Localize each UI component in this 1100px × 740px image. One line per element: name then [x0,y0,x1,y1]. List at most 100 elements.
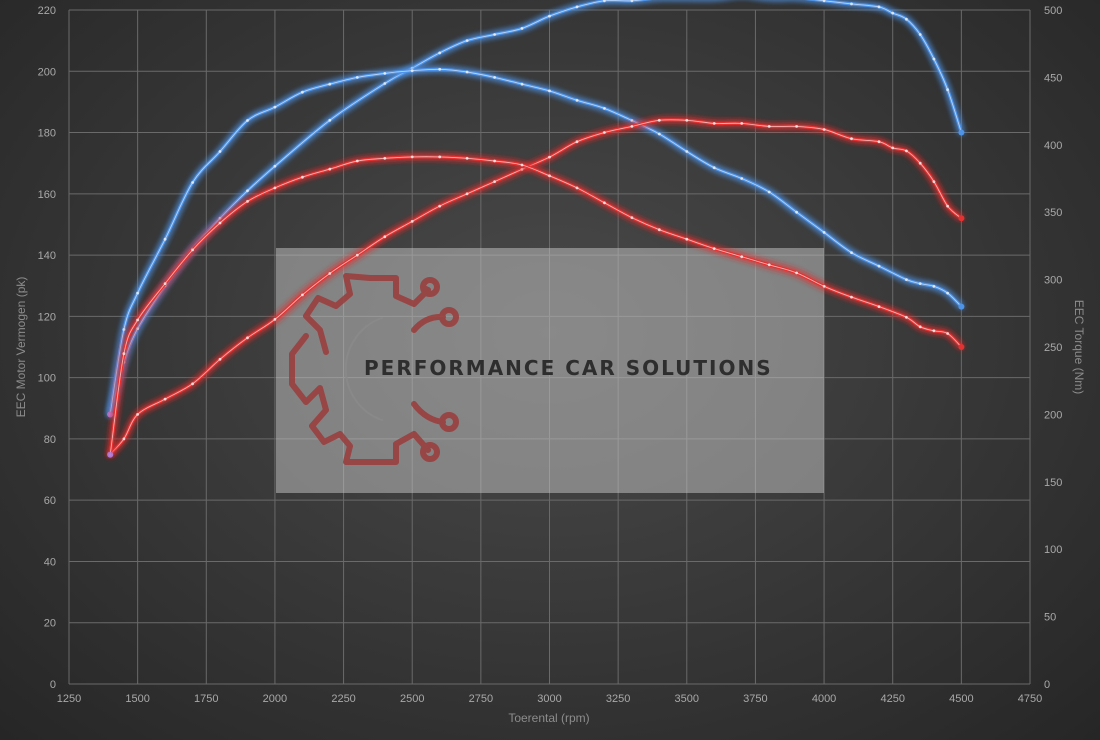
data-point [767,190,771,194]
data-point [685,118,689,122]
data-point [850,295,853,299]
watermark-text: PERFORMANCE CAR SOLUTIONS [364,356,773,380]
y-left-tick-label: 220 [38,5,56,17]
data-point [328,167,332,171]
data-point [657,118,661,122]
data-point [191,181,195,184]
x-tick-label: 3250 [606,693,630,705]
y-right-tick-label: 50 [1044,612,1056,624]
data-point [877,264,881,268]
series-end-point [958,129,965,136]
y-right-tick-label: 250 [1044,342,1062,354]
data-point [918,33,922,36]
y-right-axis-ticks: 0 50 100 150 200 250 300 350 400 450 500 [1044,5,1062,691]
data-point [822,284,826,288]
data-point [657,228,661,232]
watermark-logo: PERFORMANCE CAR SOLUTIONS [276,248,824,493]
data-point [465,39,469,42]
data-point [877,140,881,144]
y-left-tick-label: 160 [38,189,56,201]
series-2 [107,118,965,458]
data-point [575,140,579,144]
data-point [850,251,853,255]
y-right-axis-title: EEC Torque (Nm) [1072,300,1086,394]
data-point [383,82,387,85]
y-left-tick-label: 200 [38,66,56,78]
data-point [465,156,469,160]
data-point [246,119,249,122]
x-tick-label: 1750 [194,693,218,705]
data-point [795,271,798,275]
data-point [877,305,881,308]
series-0 [107,0,965,418]
x-tick-label: 1250 [57,693,81,705]
data-point [822,128,826,131]
data-point [328,272,332,275]
x-tick-label: 3500 [675,693,699,705]
data-point [575,186,579,190]
data-point [383,156,387,160]
data-point [548,174,551,178]
data-point [850,2,853,6]
data-point [795,125,798,128]
y-left-tick-label: 0 [50,679,56,691]
data-point [328,82,332,86]
data-point [740,255,744,259]
data-point [410,220,414,223]
series-end-point [958,215,965,222]
data-point [218,221,222,225]
data-point [795,210,798,214]
x-tick-label: 2000 [263,693,287,705]
data-point [712,122,716,125]
series-lines [107,0,965,458]
data-point [946,332,949,335]
x-tick-label: 4500 [949,693,973,705]
data-point [520,27,524,30]
data-point [438,51,442,55]
data-point [891,146,895,150]
data-point [438,155,442,159]
y-left-axis-ticks: 0 20 40 60 80 100 120 140 160 180 200 220 [38,5,56,691]
y-right-tick-label: 400 [1044,140,1062,152]
y-left-axis-title: EEC Motor Vermogen (pk) [14,277,28,418]
data-point [767,263,771,267]
x-tick-label: 2250 [331,693,355,705]
data-point [932,57,936,61]
data-point [191,248,195,252]
data-point [905,278,908,281]
data-point [493,76,496,79]
data-point [657,132,661,136]
x-tick-label: 3000 [537,693,561,705]
y-right-tick-label: 150 [1044,477,1062,489]
watermark-panel [276,248,824,493]
data-point [163,397,167,401]
data-point [218,216,222,220]
data-point [946,204,949,208]
data-point [520,82,524,86]
data-point [575,5,579,9]
x-tick-label: 1500 [125,693,149,705]
data-point [918,325,922,329]
data-point [273,186,277,190]
data-point [355,253,359,257]
data-point [891,11,895,15]
y-left-tick-label: 120 [38,311,56,323]
x-tick-label: 3750 [743,693,767,705]
data-point [548,155,551,159]
data-point [630,216,634,220]
y-right-tick-label: 100 [1044,544,1062,556]
data-point [493,159,496,163]
series-1 [107,67,965,418]
data-point [932,284,936,288]
y-right-tick-label: 0 [1044,679,1050,691]
data-point [301,90,304,94]
data-point [438,67,442,71]
data-point [163,282,167,285]
data-point [328,118,332,122]
series-start-point [107,451,114,458]
series-3 [107,155,965,458]
y-right-tick-label: 450 [1044,72,1062,84]
data-point [355,76,359,79]
data-point [438,204,442,208]
